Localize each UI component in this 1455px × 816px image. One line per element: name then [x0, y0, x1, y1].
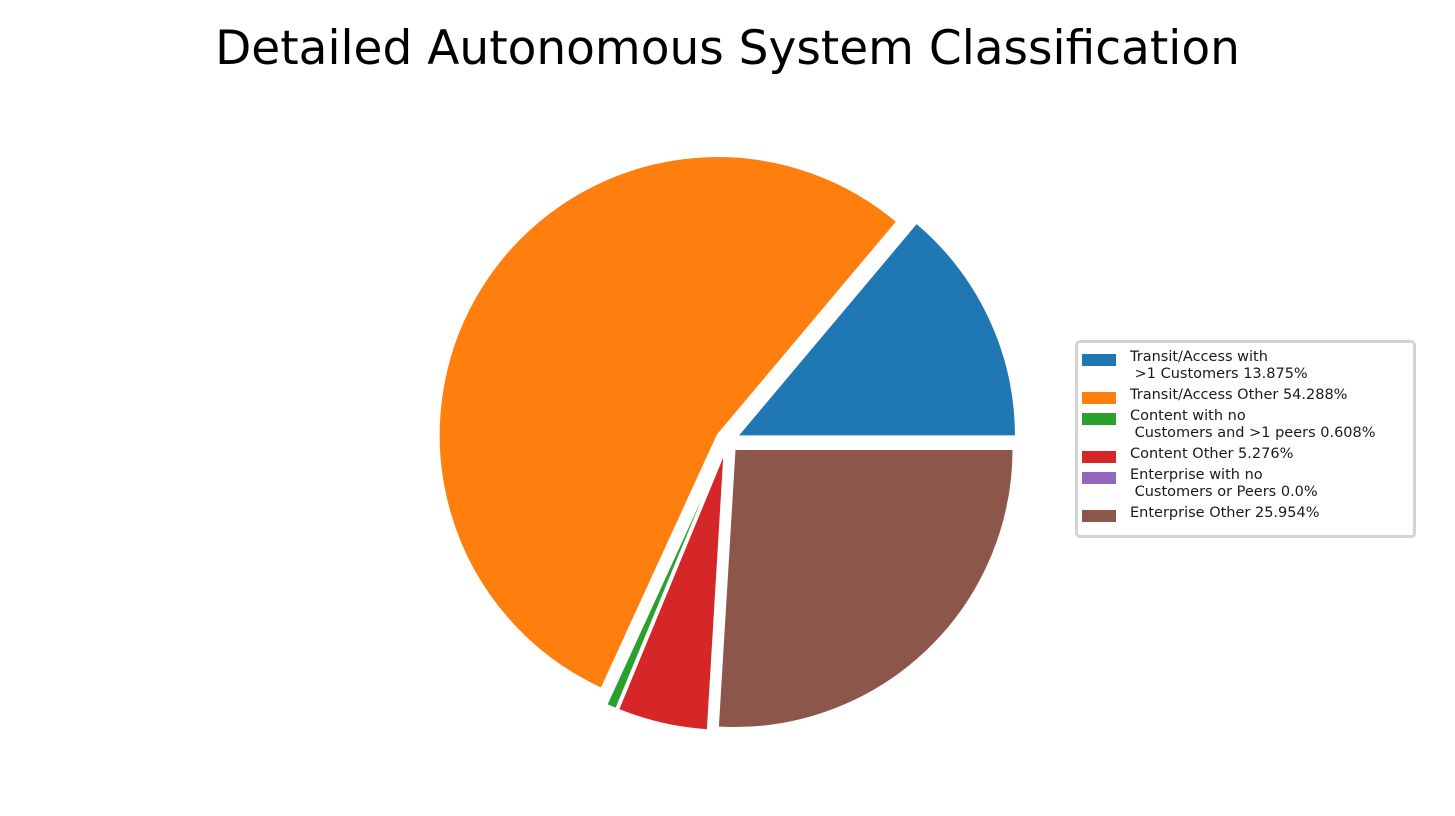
legend-swatch [1082, 413, 1116, 425]
legend-item: Content Other 5.276% [1082, 446, 1413, 463]
pie-slices [437, 155, 1017, 732]
legend-item: Content with no Customers and >1 peers 0… [1082, 408, 1413, 442]
legend-label: Enterprise Other 25.954% [1130, 505, 1320, 521]
legend-item: Enterprise with no Customers or Peers 0.… [1082, 467, 1413, 501]
pie-slice-3 [616, 451, 726, 732]
pie-slice-2 [605, 450, 724, 711]
legend-swatch [1082, 451, 1116, 463]
legend-label: Enterprise with no Customers or Peers 0.… [1130, 467, 1318, 500]
legend-item: Transit/Access Other 54.288% [1082, 387, 1413, 404]
legend-item: Enterprise Other 25.954% [1082, 505, 1413, 522]
legend-label: Content Other 5.276% [1130, 446, 1294, 462]
chart-title: Detailed Autonomous System Classificatio… [215, 21, 1240, 76]
pie-slice-5 [716, 448, 1015, 729]
legend-swatch [1082, 354, 1116, 366]
legend-item: Transit/Access with >1 Customers 13.875% [1082, 349, 1413, 383]
legend-swatch [1082, 510, 1116, 522]
legend-label: Transit/Access with >1 Customers 13.875% [1130, 349, 1308, 382]
legend-label: Content with no Customers and >1 peers 0… [1130, 408, 1376, 441]
legend-swatch [1082, 472, 1116, 484]
pie-slice-1 [437, 155, 899, 691]
legend-swatch [1082, 392, 1116, 404]
legend-label: Transit/Access Other 54.288% [1130, 387, 1348, 403]
pie-slice-0 [734, 221, 1017, 438]
chart-legend: Transit/Access with >1 Customers 13.875%… [1075, 340, 1416, 538]
